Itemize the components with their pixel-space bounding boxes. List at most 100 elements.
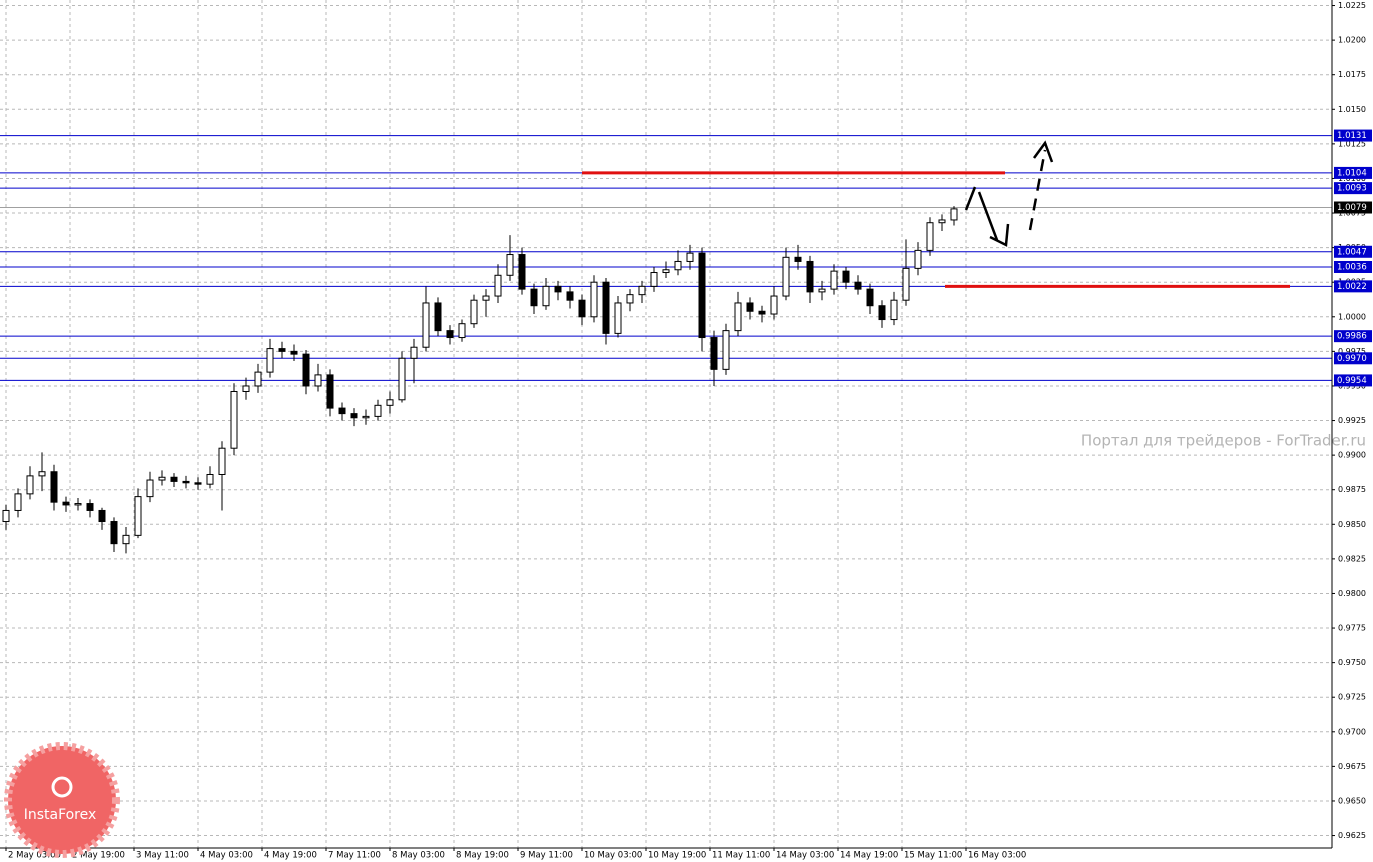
x-tick-label: 2 May 19:00	[72, 851, 125, 861]
y-tick-label: 0.9750	[1338, 658, 1366, 667]
candle-body	[590, 281, 598, 318]
level-label: 0.9986	[1337, 332, 1367, 342]
candle-body	[158, 476, 166, 481]
x-tick-label: 10 May 19:00	[648, 851, 706, 861]
candle-body	[278, 348, 286, 352]
candle-body	[554, 285, 562, 293]
logo-text: InstaForex	[24, 807, 97, 823]
arrow-line	[964, 186, 977, 211]
x-tick-label: 4 May 19:00	[264, 851, 317, 861]
x-tick-label: 8 May 19:00	[456, 851, 509, 861]
candle-body	[770, 295, 778, 315]
candle-body	[122, 534, 130, 545]
level-label: 1.0093	[1337, 184, 1367, 194]
candle-body	[794, 256, 802, 262]
candles	[2, 206, 958, 554]
candle-body	[446, 330, 454, 339]
grid	[0, 0, 1332, 848]
level-label: 1.0036	[1337, 262, 1367, 272]
forecast-arrows	[964, 140, 1054, 247]
candle-body	[458, 323, 466, 339]
candle-body	[650, 272, 658, 287]
candle-body	[314, 374, 322, 387]
logo: InstaForex	[4, 742, 120, 858]
x-tick-label: 4 May 03:00	[200, 851, 253, 861]
candle-body	[470, 299, 478, 325]
candle-body	[242, 385, 250, 392]
candle-body	[626, 294, 634, 304]
candle-body	[710, 337, 718, 370]
candle-body	[110, 521, 118, 545]
candle-body	[62, 501, 70, 506]
candle-body	[902, 267, 910, 301]
level-box	[1334, 166, 1372, 179]
arrow-line	[1028, 149, 1047, 231]
x-tick-label: 2 May 03:00	[8, 851, 61, 861]
candle-body	[38, 471, 46, 477]
x-tick-label: 11 May 11:00	[712, 851, 770, 861]
watermark: Портал для трейдеров - ForTrader.ru	[1081, 432, 1366, 450]
candle-body	[518, 254, 526, 290]
candle-body	[578, 299, 586, 318]
candle-body	[830, 270, 838, 290]
candle-body	[950, 208, 958, 221]
candle-body	[266, 348, 274, 373]
candle-body	[686, 252, 694, 262]
level-label: 0.9970	[1337, 354, 1367, 364]
y-tick-label: 0.9725	[1338, 693, 1366, 702]
candle-body	[254, 371, 262, 387]
y-tick-label: 0.9625	[1338, 831, 1366, 840]
candle-body	[746, 302, 754, 312]
levels	[0, 135, 1332, 381]
candle-body	[926, 222, 934, 251]
candle-body	[326, 374, 334, 409]
candle-body	[338, 407, 346, 415]
candle-body	[890, 299, 898, 321]
candle-body	[938, 219, 946, 224]
candle-body	[170, 476, 178, 482]
x-tick-label: 10 May 03:00	[584, 851, 642, 861]
level-label: 1.0022	[1337, 282, 1367, 292]
candle-body	[698, 252, 706, 339]
candle-body	[50, 471, 58, 503]
y-tick-label: 1.0200	[1338, 36, 1366, 45]
candle-body	[494, 274, 502, 297]
candle-body	[842, 270, 850, 283]
level-box	[1334, 129, 1372, 142]
arrow-head	[989, 223, 1010, 247]
candle-body	[2, 509, 10, 523]
y-tick-label: 0.9975	[1338, 347, 1366, 356]
candle-body	[218, 447, 226, 475]
candle-body	[230, 390, 238, 449]
candle-body	[350, 413, 358, 419]
candle-body	[26, 475, 34, 495]
x-tick-label: 16 May 03:00	[968, 851, 1026, 861]
candle-body	[134, 496, 142, 536]
y-tick-label: 0.9925	[1338, 416, 1366, 425]
candle-body	[602, 281, 610, 334]
y-tick-label: 0.9800	[1338, 589, 1366, 598]
level-box	[1334, 182, 1372, 195]
candle-body	[530, 288, 538, 307]
candle-body	[806, 260, 814, 293]
candle-body	[434, 302, 442, 332]
x-tick-label: 9 May 11:00	[520, 851, 573, 861]
current-price-label: 1.0079	[1337, 203, 1367, 213]
candle-body	[290, 350, 298, 355]
x-tick-label: 14 May 03:00	[776, 851, 834, 861]
candle-body	[182, 480, 190, 484]
x-tick-label: 3 May 11:00	[136, 851, 189, 861]
candle-body	[422, 302, 430, 348]
candle-body	[146, 479, 154, 498]
x-tick-label: 7 May 11:00	[328, 851, 381, 861]
candle-body	[782, 256, 790, 297]
candle-body	[914, 249, 922, 269]
candle-body	[386, 399, 394, 406]
y-tick-label: 0.9875	[1338, 485, 1366, 494]
candle-body	[74, 503, 82, 506]
level-box	[1334, 330, 1372, 343]
y-tick-label: 0.9650	[1338, 796, 1366, 805]
candle-body	[674, 260, 682, 271]
level-box	[1334, 260, 1372, 273]
